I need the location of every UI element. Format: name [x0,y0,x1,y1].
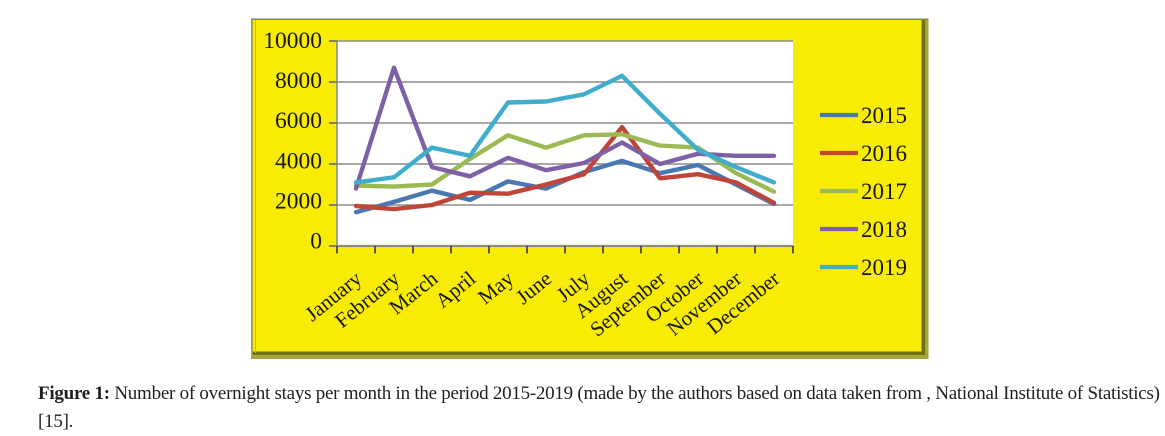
svg-text:0: 0 [310,229,322,255]
svg-text:6000: 6000 [275,108,322,134]
svg-text:10000: 10000 [263,28,322,54]
svg-text:4000: 4000 [275,148,322,174]
svg-text:2000: 2000 [275,188,322,214]
svg-text:2017: 2017 [861,179,907,204]
svg-text:8000: 8000 [275,68,322,94]
svg-text:2016: 2016 [861,141,907,166]
svg-text:2015: 2015 [861,103,907,128]
svg-text:2018: 2018 [861,217,907,242]
svg-text:2019: 2019 [861,255,907,280]
